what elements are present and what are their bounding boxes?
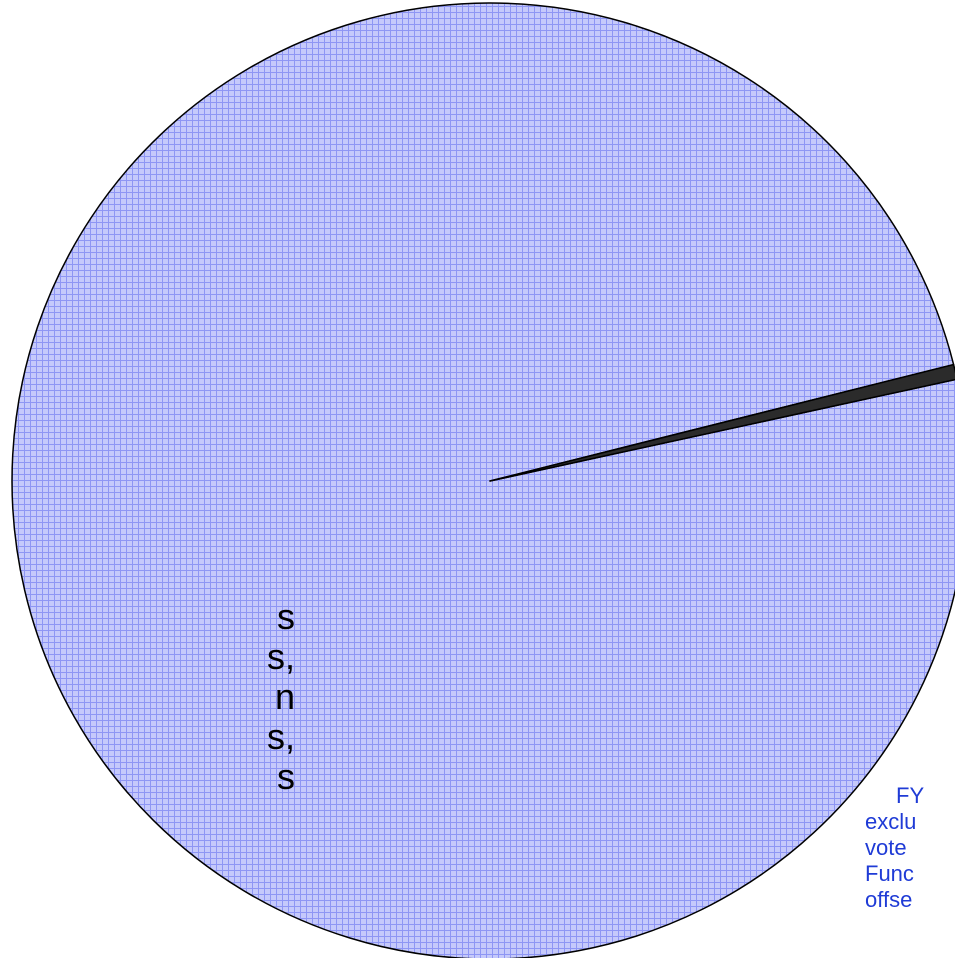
right-note-line: Func	[865, 861, 914, 886]
pie-slice-1	[11, 2, 955, 958]
left-label-line: s	[277, 596, 295, 637]
right-note-line: FY	[896, 783, 925, 808]
right-note-line: offse	[865, 887, 913, 912]
left-label-line: s,	[266, 716, 295, 757]
left-label-line: s	[277, 756, 295, 797]
left-label-line: s,	[266, 636, 295, 677]
right-note-line: vote	[865, 835, 907, 860]
left-label-line: n	[274, 676, 295, 717]
pie-slice-2	[489, 363, 955, 482]
right-note-line: exclu	[865, 809, 917, 834]
